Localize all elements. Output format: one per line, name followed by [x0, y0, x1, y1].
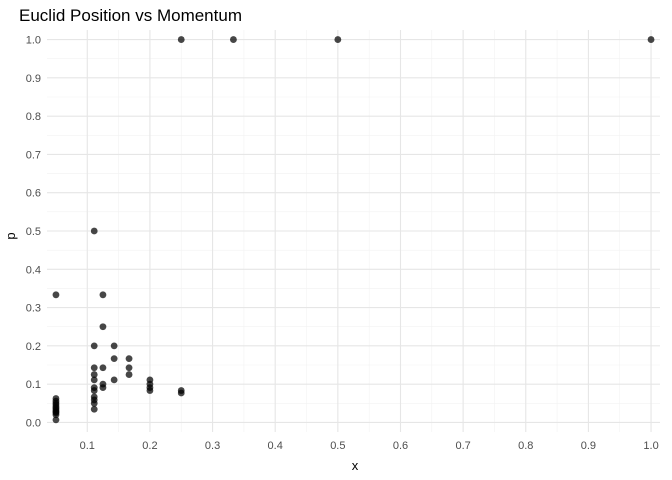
data-point	[90, 405, 98, 413]
data-point	[125, 371, 133, 378]
data-point	[99, 323, 107, 331]
data-point	[99, 291, 107, 299]
x-tick-label: 0.8	[518, 440, 533, 452]
y-tick-label: 0.4	[26, 264, 41, 276]
data-point	[90, 342, 98, 350]
x-tick-label: 0.5	[330, 440, 345, 452]
data-point	[334, 36, 342, 43]
x-axis-label: x	[352, 458, 359, 473]
x-tick-label: 0.4	[268, 440, 283, 452]
data-point	[52, 291, 60, 299]
data-point	[647, 36, 655, 43]
x-tick-label: 0.7	[455, 440, 470, 452]
data-points	[52, 36, 655, 424]
y-tick-label: 0.5	[26, 226, 41, 238]
x-tick-label: 0.6	[393, 440, 408, 452]
data-point	[90, 387, 98, 394]
x-tick-label: 0.2	[142, 440, 157, 452]
data-point	[230, 36, 237, 43]
data-point	[110, 376, 118, 384]
data-point	[177, 36, 185, 43]
y-tick-label: 0.8	[26, 111, 41, 123]
y-tick-label: 0.3	[26, 303, 41, 315]
y-tick-label: 0.6	[26, 188, 41, 200]
data-point	[52, 411, 60, 419]
y-tick-label: 0.1	[26, 379, 41, 391]
data-point	[90, 364, 98, 372]
x-tick-label: 0.9	[581, 440, 596, 452]
x-tick-labels: 0.1 0.2 0.3 0.4 0.5 0.6 0.7 0.8 0.9 1.0	[80, 440, 659, 452]
data-point	[110, 342, 118, 350]
grid-lines	[47, 30, 660, 432]
data-point	[177, 389, 185, 397]
data-point	[90, 376, 98, 384]
y-tick-label: 0.7	[26, 149, 41, 161]
x-tick-label: 0.3	[205, 440, 220, 452]
data-point	[125, 355, 133, 363]
data-point	[125, 364, 133, 372]
data-point	[90, 371, 98, 378]
y-tick-label: 1.0	[26, 35, 41, 47]
y-axis-label: p	[3, 232, 18, 239]
x-tick-label: 1.0	[643, 440, 658, 452]
data-point	[110, 355, 118, 363]
data-point	[90, 227, 98, 235]
data-point	[52, 416, 60, 424]
data-point	[99, 384, 107, 392]
y-tick-labels: 0.0 0.1 0.2 0.3 0.4 0.5 0.6 0.7 0.8 0.9 1.0	[26, 35, 41, 430]
y-tick-label: 0.2	[26, 341, 41, 353]
data-point	[99, 364, 107, 372]
data-point	[90, 399, 98, 407]
y-tick-label: 0.9	[26, 73, 41, 85]
x-tick-label: 0.1	[80, 440, 95, 452]
data-point	[146, 387, 154, 394]
chart-title: Euclid Position vs Momentum	[19, 6, 242, 25]
y-tick-label: 0.0	[26, 417, 41, 429]
